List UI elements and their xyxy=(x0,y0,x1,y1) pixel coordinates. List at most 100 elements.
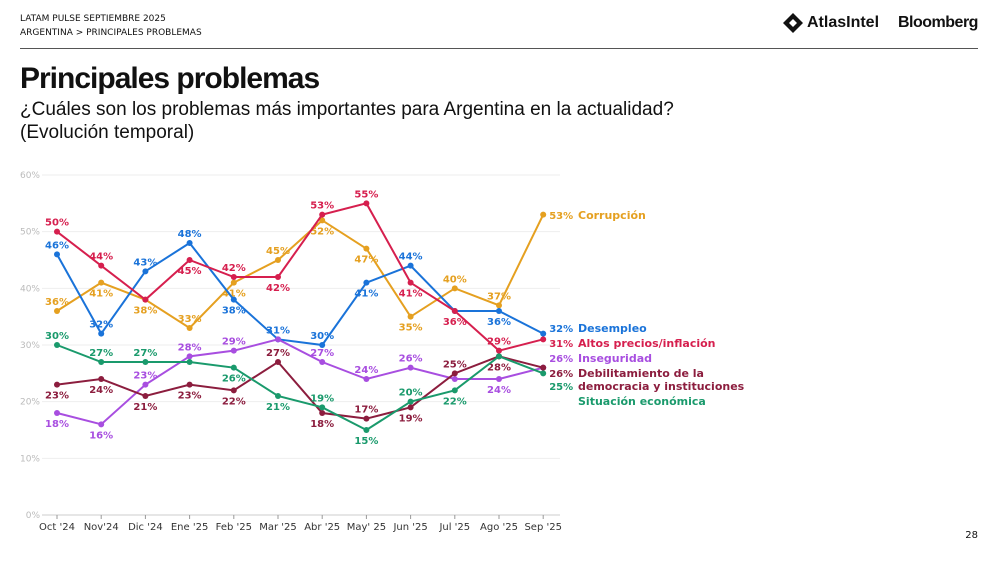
x-tick-label: Jun '25 xyxy=(392,522,427,533)
data-label: 31% xyxy=(549,339,573,350)
atlas-logo-text: AtlasIntel xyxy=(807,14,880,31)
data-point-inseguridad xyxy=(186,353,193,360)
legend-label-debilitamiento-de-la-democracia-y-instituciones: Debilitamiento de la xyxy=(578,367,704,380)
series-line-inseguridad xyxy=(56,338,544,426)
atlas-logo-icon xyxy=(783,13,803,33)
data-label: 38% xyxy=(133,306,157,317)
data-point-situacion-economica xyxy=(186,359,193,365)
data-label: 24% xyxy=(89,385,113,396)
data-label: 52% xyxy=(310,226,334,237)
data-point-corrupcion xyxy=(54,308,60,314)
data-label: 29% xyxy=(487,337,511,348)
data-point-debilitamiento-de-la-democracia-y-instituciones xyxy=(142,393,149,399)
report-title: LATAM PULSE SEPTIEMBRE 2025 xyxy=(20,14,166,24)
data-point-desempleo xyxy=(142,268,149,275)
data-point-debilitamiento-de-la-democracia-y-instituciones xyxy=(98,376,105,382)
data-point-inseguridad xyxy=(319,359,326,365)
y-tick-label: 10% xyxy=(20,454,40,464)
data-point-situacion-economica xyxy=(54,342,60,348)
data-label: 53% xyxy=(310,201,334,212)
data-point-altos-preciosinflacion xyxy=(186,257,193,263)
data-label: 21% xyxy=(266,402,290,413)
atlasintel-logo: AtlasIntel xyxy=(783,13,879,33)
data-point-inseguridad xyxy=(407,364,414,371)
data-label: 55% xyxy=(354,189,378,200)
data-point-desempleo xyxy=(186,240,193,246)
data-label: 37% xyxy=(487,291,511,302)
data-point-altos-preciosinflacion xyxy=(230,274,237,280)
data-label: 26% xyxy=(549,369,573,380)
data-point-debilitamiento-de-la-democracia-y-instituciones xyxy=(363,415,370,422)
data-label: 22% xyxy=(443,396,467,407)
data-point-situacion-economica xyxy=(496,353,502,360)
data-label: 36% xyxy=(443,317,467,328)
data-label: 26% xyxy=(222,374,246,385)
data-label: 45% xyxy=(266,246,290,257)
x-tick-label: May' 25 xyxy=(347,522,386,533)
data-label: 18% xyxy=(45,419,69,430)
data-label: 18% xyxy=(310,419,334,430)
data-point-debilitamiento-de-la-democracia-y-instituciones xyxy=(451,370,458,377)
data-point-corrupcion xyxy=(496,302,502,309)
data-label: 47% xyxy=(354,255,378,266)
data-label: 28% xyxy=(178,342,202,353)
data-point-corrupcion xyxy=(363,245,370,252)
data-point-situacion-economica xyxy=(275,393,281,399)
data-label: 44% xyxy=(89,252,113,263)
x-tick-label: Mar '25 xyxy=(259,522,297,533)
data-point-desempleo xyxy=(54,251,60,258)
data-label: 22% xyxy=(222,396,246,407)
data-point-inseguridad xyxy=(230,347,237,354)
data-point-corrupcion xyxy=(319,217,326,224)
data-label: 41% xyxy=(399,289,423,300)
y-tick-label: 0% xyxy=(26,511,41,521)
data-label: 36% xyxy=(45,297,69,308)
data-point-inseguridad xyxy=(363,376,370,382)
data-label: 21% xyxy=(133,402,157,413)
page-number: 28 xyxy=(965,530,978,541)
data-point-altos-preciosinflacion xyxy=(496,347,502,354)
data-label: 45% xyxy=(178,266,202,277)
data-label: 30% xyxy=(310,331,334,342)
data-label: 42% xyxy=(266,283,290,294)
data-point-situacion-economica xyxy=(230,364,237,371)
x-tick-label: Sep '25 xyxy=(524,522,562,533)
data-point-inseguridad xyxy=(496,376,502,382)
data-point-debilitamiento-de-la-democracia-y-instituciones xyxy=(54,381,60,388)
x-tick-label: Dic '24 xyxy=(128,522,163,533)
data-point-desempleo xyxy=(407,262,414,269)
data-label: 35% xyxy=(399,323,423,334)
data-point-altos-preciosinflacion xyxy=(275,274,281,280)
bloomberg-logo: Bloomberg xyxy=(898,14,978,31)
data-label: 48% xyxy=(178,229,202,240)
data-label: 30% xyxy=(45,331,69,342)
data-point-altos-preciosinflacion xyxy=(142,296,149,303)
data-point-situacion-economica xyxy=(142,359,149,365)
data-label: 43% xyxy=(133,257,157,268)
data-label: 24% xyxy=(354,365,378,376)
series-line-debilitamiento-de-la-democracia-y-instituciones xyxy=(56,355,544,420)
data-label: 46% xyxy=(45,240,69,251)
data-point-inseguridad xyxy=(451,376,458,382)
data-label: 24% xyxy=(487,385,511,396)
data-label: 27% xyxy=(89,348,113,359)
data-point-inseguridad xyxy=(275,336,281,343)
data-label: 23% xyxy=(45,391,69,402)
x-tick-label: Abr '25 xyxy=(304,522,340,533)
data-label: 36% xyxy=(487,317,511,328)
data-point-altos-preciosinflacion xyxy=(54,228,60,235)
data-point-corrupcion xyxy=(407,313,414,320)
y-tick-label: 30% xyxy=(20,341,40,351)
data-label: 27% xyxy=(133,348,157,359)
data-label: 19% xyxy=(310,393,334,404)
x-tick-label: Jul '25 xyxy=(438,522,470,533)
data-label: 15% xyxy=(354,436,378,447)
series-line-situacion-economica xyxy=(56,344,544,432)
data-point-inseguridad xyxy=(98,421,105,428)
data-label: 27% xyxy=(266,348,290,359)
data-point-altos-preciosinflacion xyxy=(319,211,326,218)
data-point-debilitamiento-de-la-democracia-y-instituciones xyxy=(186,381,193,388)
data-point-altos-preciosinflacion xyxy=(98,262,105,269)
data-label: 19% xyxy=(399,413,423,424)
